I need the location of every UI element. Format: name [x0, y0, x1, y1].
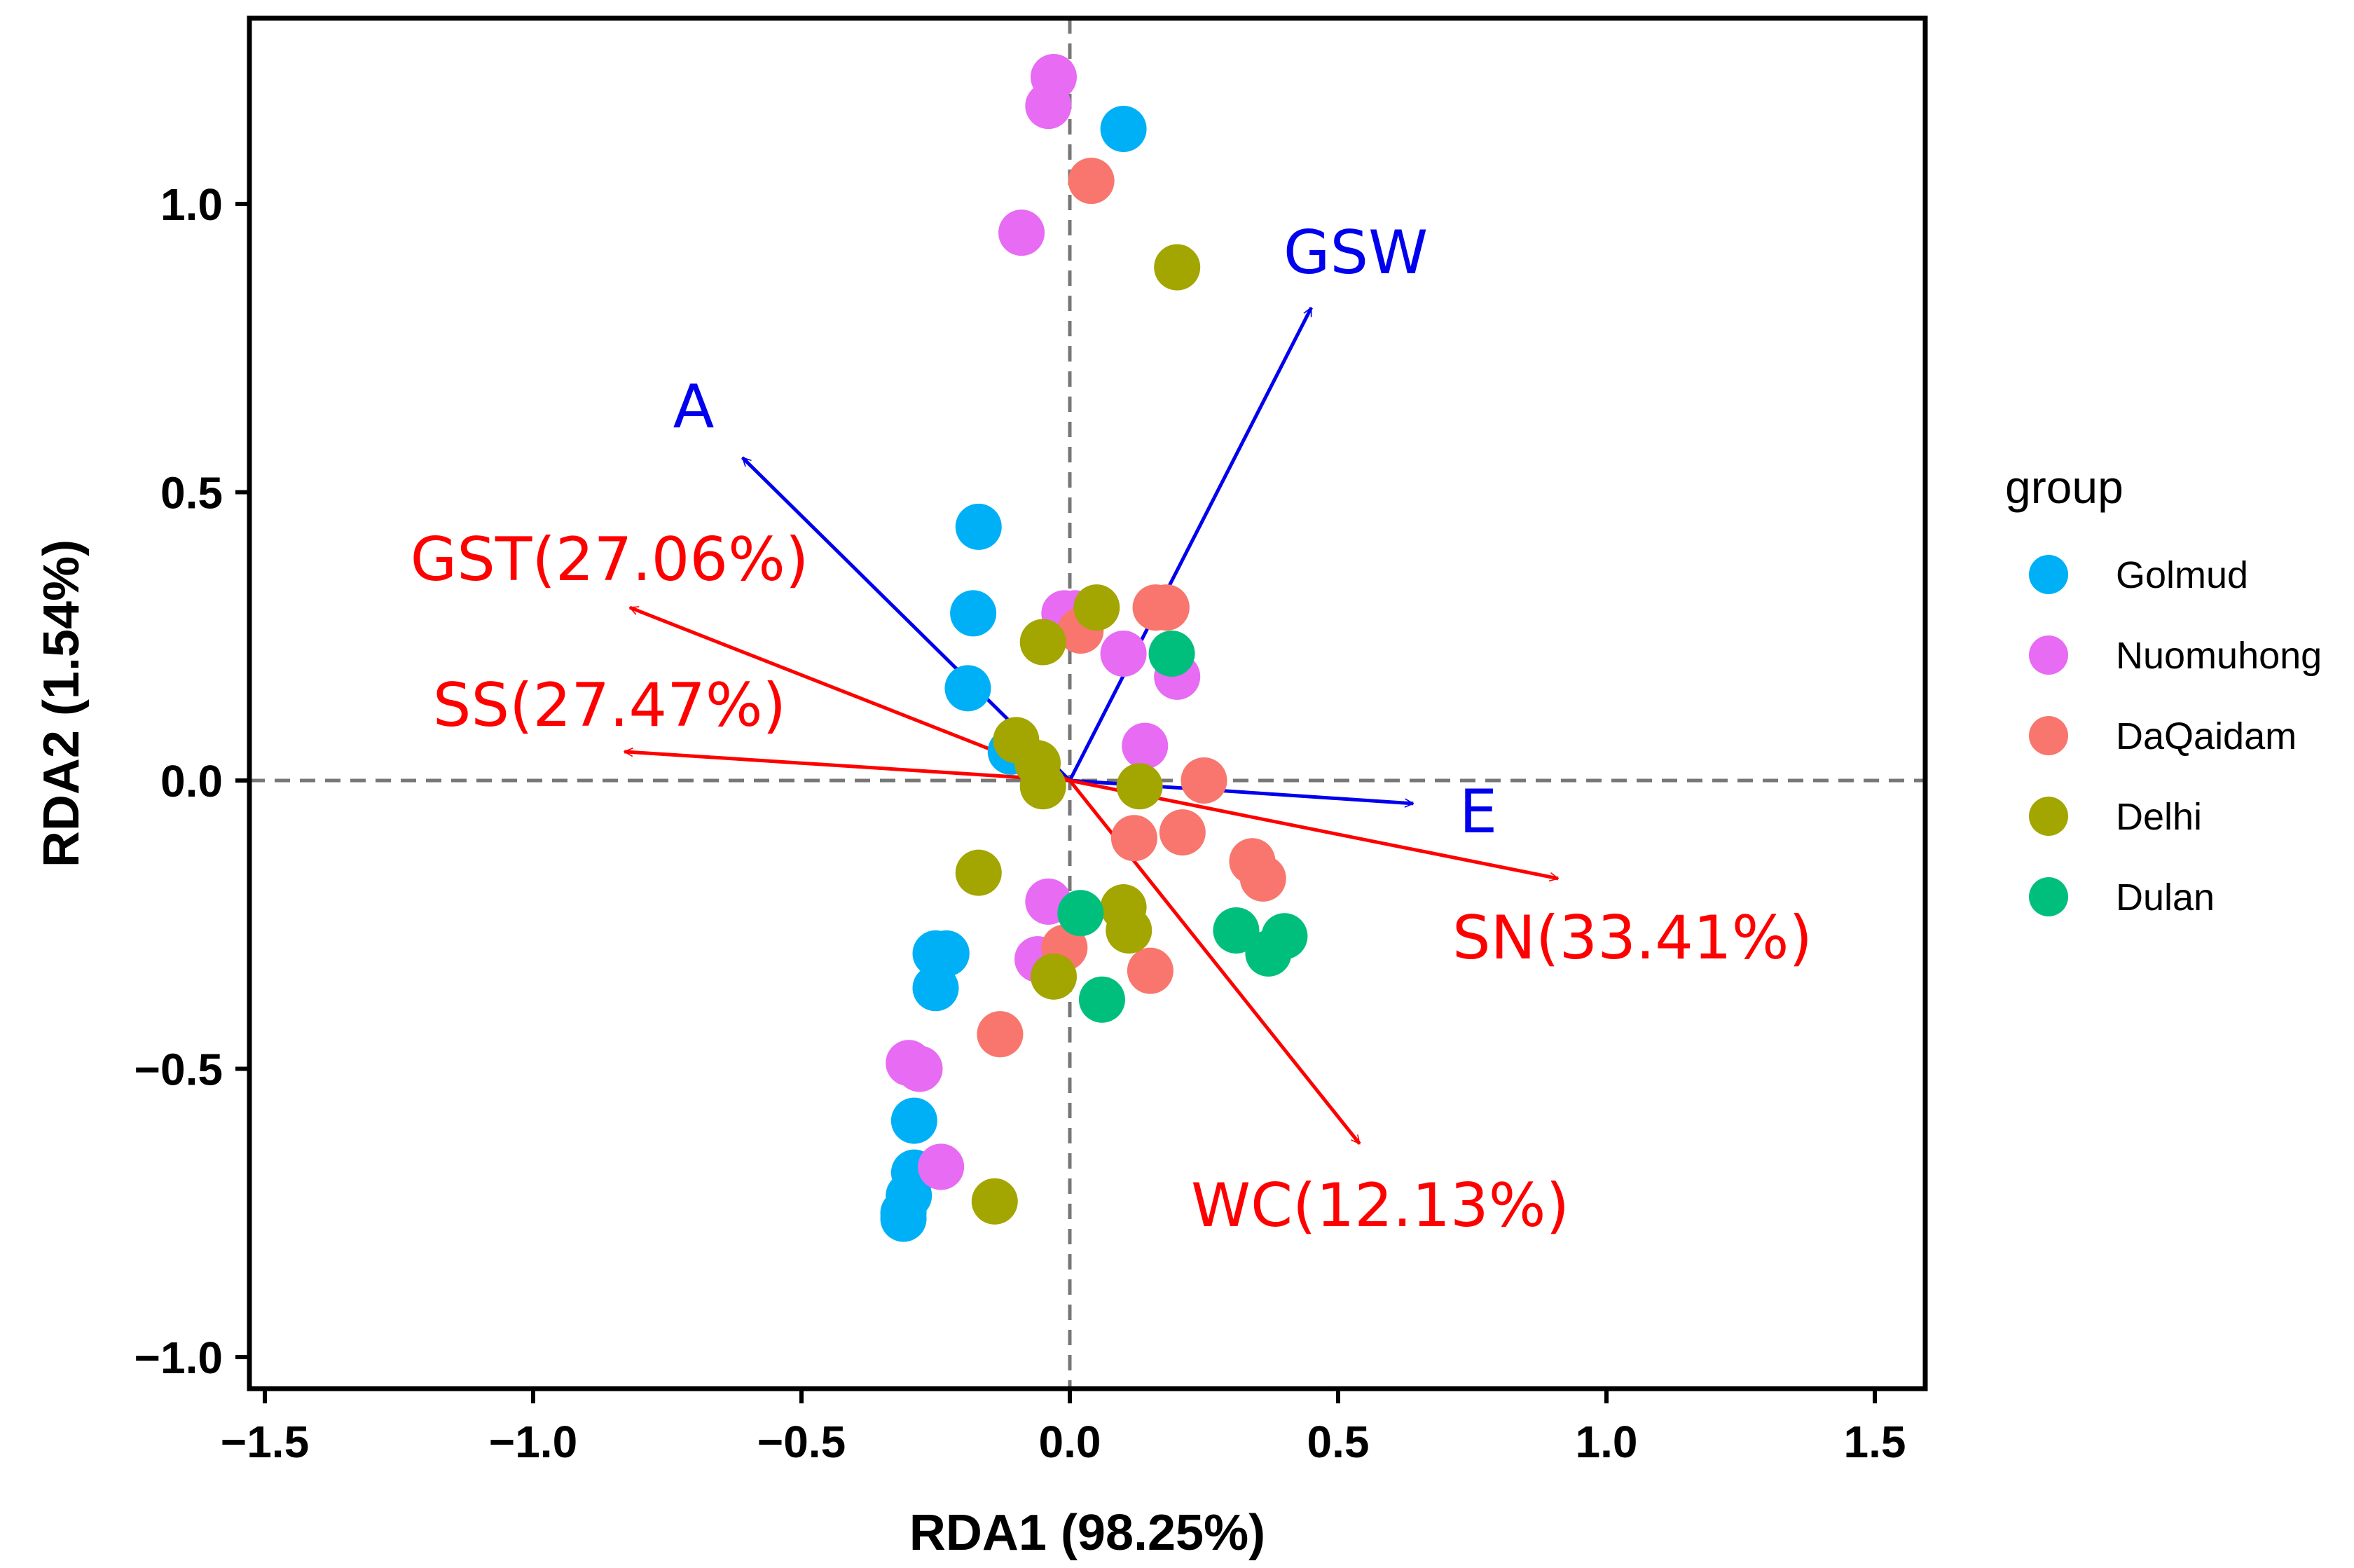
point-dulan	[1213, 907, 1260, 954]
vector-label-ss-27-47: SS(27.47%)	[433, 670, 786, 741]
vector-arrow-ss-27-47	[624, 752, 1071, 783]
point-delhi	[1073, 584, 1120, 631]
legend-swatch-daqaidam	[2029, 716, 2068, 755]
point-nuomuhong	[918, 1143, 965, 1190]
y-axis: −1.0 −0.5 0.0 0.5 1.0	[135, 179, 247, 1383]
y-axis-title: RDA2 (1.54%)	[34, 539, 90, 867]
point-daqaidam	[977, 1011, 1024, 1058]
vector-label-e: E	[1459, 777, 1497, 847]
point-delhi	[1116, 763, 1163, 810]
point-nuomuhong	[998, 209, 1045, 256]
x-tick-label: −0.5	[757, 1417, 846, 1467]
point-delhi	[1031, 953, 1078, 1000]
point-delhi	[1106, 907, 1152, 954]
vector-label-a: A	[673, 372, 715, 442]
legend-swatch-delhi	[2029, 797, 2068, 836]
point-delhi	[1154, 244, 1201, 291]
point-delhi	[955, 849, 1002, 896]
point-daqaidam	[1181, 757, 1227, 804]
x-tick-label: −1.5	[221, 1417, 309, 1467]
vectors-layer: GSW A E GST(27.06%) SS(27.47%) SN(33.41%) WC(1…	[411, 218, 1812, 1241]
x-tick-label: 0.5	[1307, 1417, 1370, 1467]
point-nuomuhong	[1100, 630, 1147, 677]
legend-swatch-nuomuhong	[2029, 635, 2068, 675]
legend-label-nuomuhong: Nuomuhong	[2116, 635, 2322, 677]
point-delhi	[1019, 763, 1066, 810]
vector-label-sn-33-41: SN(33.41%)	[1452, 903, 1812, 973]
x-axis: −1.5 −1.0 −0.5 0.0 0.5 1.0 1.5	[221, 1391, 1906, 1467]
plot-border	[247, 15, 1928, 1391]
point-daqaidam	[1143, 584, 1190, 631]
point-golmud	[950, 590, 997, 637]
point-nuomuhong	[1025, 83, 1072, 130]
x-tick-label: 0.0	[1039, 1417, 1101, 1467]
vector-arrow-gsw	[1068, 308, 1313, 782]
point-nuomuhong	[896, 1045, 943, 1092]
legend-swatch-dulan	[2029, 877, 2068, 916]
point-daqaidam	[1110, 815, 1157, 862]
vector-label-wc-12-13: WC(12.13%)	[1191, 1171, 1569, 1241]
y-tick-label: −0.5	[135, 1045, 223, 1095]
point-golmud	[955, 503, 1002, 550]
point-delhi	[1019, 619, 1066, 666]
legend-label-delhi: Delhi	[2116, 796, 2202, 838]
legend-label-golmud: Golmud	[2116, 554, 2248, 596]
point-dulan	[1245, 930, 1292, 977]
x-tick-label: −1.0	[489, 1417, 577, 1467]
point-golmud	[912, 965, 959, 1012]
point-golmud	[944, 665, 991, 712]
x-tick-label: 1.0	[1576, 1417, 1638, 1467]
y-tick-label: 0.5	[160, 468, 223, 518]
point-daqaidam	[1127, 947, 1173, 994]
y-tick-label: −1.0	[135, 1333, 223, 1383]
legend-label-daqaidam: DaQaidam	[2116, 715, 2297, 757]
point-delhi	[971, 1178, 1018, 1225]
point-dulan	[1078, 976, 1125, 1023]
point-dulan	[1057, 890, 1104, 937]
legend: group Golmud Nuomuhong DaQaidam Delhi Dulan	[2005, 461, 2322, 919]
x-axis-title: RDA1 (98.25%)	[909, 1505, 1265, 1561]
legend-label-dulan: Dulan	[2116, 876, 2215, 919]
point-golmud	[1100, 106, 1147, 153]
point-dulan	[1148, 630, 1195, 677]
x-tick-label: 1.5	[1844, 1417, 1906, 1467]
y-tick-label: 1.0	[160, 179, 223, 230]
vector-label-gsw: GSW	[1283, 218, 1428, 288]
legend-swatch-golmud	[2029, 555, 2068, 594]
point-daqaidam	[1239, 855, 1286, 902]
point-daqaidam	[1068, 158, 1115, 205]
point-daqaidam	[1159, 809, 1206, 856]
point-nuomuhong	[1122, 722, 1169, 769]
legend-title: group	[2005, 461, 2124, 513]
point-golmud	[890, 1097, 937, 1144]
plot-panel	[249, 18, 1925, 1389]
vector-label-gst-27-06: GST(27.06%)	[411, 525, 809, 595]
y-tick-label: 0.0	[160, 756, 223, 806]
point-golmud	[880, 1195, 927, 1242]
points-layer	[880, 53, 1308, 1242]
